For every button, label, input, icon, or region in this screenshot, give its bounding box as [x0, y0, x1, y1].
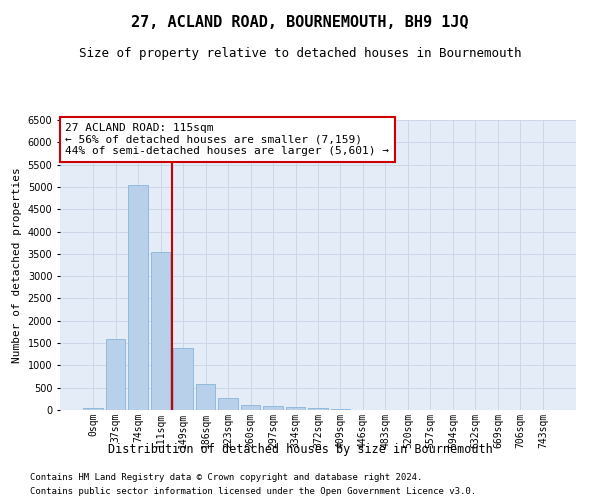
- Bar: [263, 406, 283, 410]
- Text: 27 ACLAND ROAD: 115sqm
← 56% of detached houses are smaller (7,159)
44% of semi-: 27 ACLAND ROAD: 115sqm ← 56% of detached…: [65, 123, 389, 156]
- Text: Contains HM Land Registry data © Crown copyright and database right 2024.: Contains HM Land Registry data © Crown c…: [30, 472, 422, 482]
- Text: Contains public sector information licensed under the Open Government Licence v3: Contains public sector information licen…: [30, 488, 476, 496]
- Bar: [173, 348, 193, 410]
- Bar: [151, 252, 170, 410]
- Bar: [218, 398, 238, 410]
- Bar: [128, 184, 148, 410]
- Bar: [241, 404, 260, 410]
- Bar: [286, 407, 305, 410]
- Text: Distribution of detached houses by size in Bournemouth: Distribution of detached houses by size …: [107, 442, 493, 456]
- Text: 27, ACLAND ROAD, BOURNEMOUTH, BH9 1JQ: 27, ACLAND ROAD, BOURNEMOUTH, BH9 1JQ: [131, 15, 469, 30]
- Y-axis label: Number of detached properties: Number of detached properties: [12, 167, 22, 363]
- Bar: [83, 408, 103, 410]
- Bar: [308, 408, 328, 410]
- Text: Size of property relative to detached houses in Bournemouth: Size of property relative to detached ho…: [79, 48, 521, 60]
- Bar: [196, 384, 215, 410]
- Bar: [106, 338, 125, 410]
